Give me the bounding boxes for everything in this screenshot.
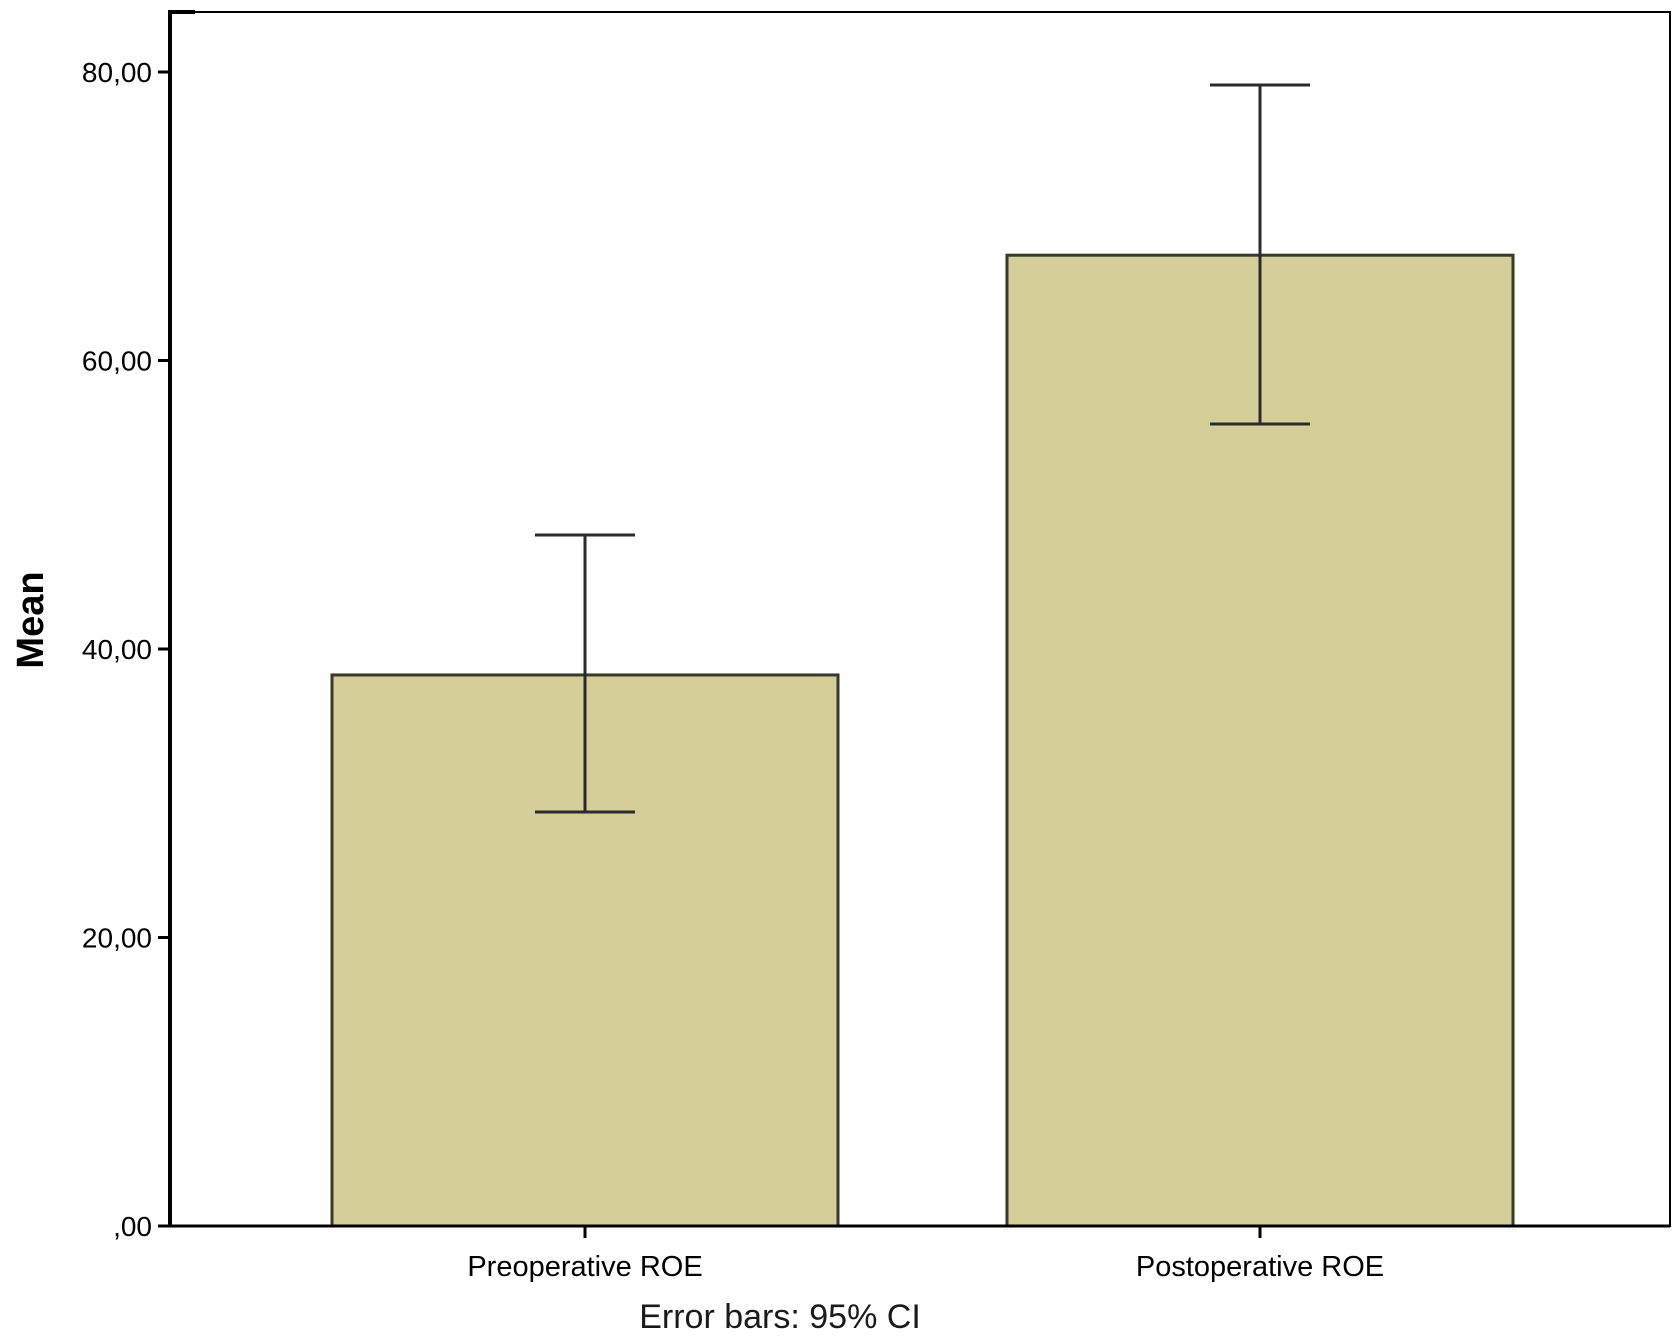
x-category-label: Postoperative ROE: [1136, 1251, 1384, 1283]
y-tick-label: 60,00: [82, 346, 152, 377]
y-tick-label: 20,00: [82, 923, 152, 954]
y-tick-label: 80,00: [82, 57, 152, 88]
y-tick-label: 40,00: [82, 634, 152, 665]
error-bars-note: Error bars: 95% CI: [639, 1298, 921, 1336]
x-axis: Preoperative ROE Postoperative ROE: [170, 1224, 1670, 1283]
y-axis-title: Mean: [10, 571, 52, 668]
bars-group: [330, 253, 1515, 1228]
x-category-label: Preoperative ROE: [467, 1251, 702, 1283]
y-axis: ,00 20,00 40,00 60,00 80,00: [82, 10, 195, 1242]
error-bars-group: [535, 83, 1310, 814]
y-tick-label: ,00: [113, 1211, 152, 1242]
